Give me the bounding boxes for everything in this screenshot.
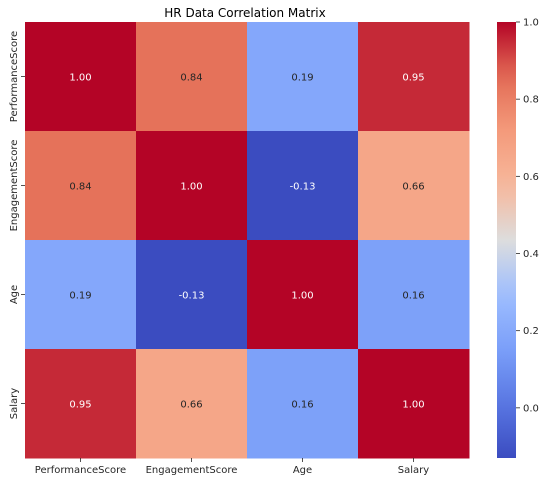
- x-axis: PerformanceScore EngagementScore Age Salary: [35, 458, 429, 476]
- heatmap-cells: [25, 22, 470, 459]
- colorbar-tick-label: 0.6: [523, 172, 539, 183]
- heatmap-cell: [136, 349, 248, 459]
- y-tick-label: PerformanceScore: [9, 31, 20, 122]
- heatmap-cell: [25, 240, 137, 350]
- cell-value-label: 1.00: [69, 73, 91, 84]
- cell-value-label: 0.95: [402, 73, 424, 84]
- y-tick-label: Age: [9, 285, 20, 304]
- y-axis: PerformanceScore EngagementScore Age Salary: [9, 31, 25, 419]
- colorbar-tick-label: 1.0: [523, 18, 539, 29]
- cell-value-label: 0.84: [69, 182, 91, 193]
- cell-value-label: 0.95: [69, 400, 91, 411]
- heatmap-cell: [247, 240, 359, 350]
- cell-value-label: 1.00: [402, 400, 424, 411]
- cell-value-label: 1.00: [180, 182, 202, 193]
- heatmap-annotations: 1.00 0.84 0.19 0.95 0.84 1.00 -0.13 0.66 0.19 -0.…: [69, 73, 424, 411]
- cell-value-label: 0.66: [402, 182, 424, 193]
- heatmap-cell: [25, 131, 137, 241]
- cell-value-label: 0.19: [291, 73, 313, 84]
- colorbar-tick-label: 0.4: [523, 249, 539, 260]
- cell-value-label: -0.13: [179, 291, 205, 302]
- cell-value-label: -0.13: [290, 182, 316, 193]
- heatmap-cell: [136, 240, 248, 350]
- cell-value-label: 0.84: [180, 73, 202, 84]
- x-tick-label: PerformanceScore: [35, 465, 126, 476]
- x-tick-label: EngagementScore: [146, 465, 238, 476]
- heatmap-cell: [358, 22, 470, 132]
- cell-value-label: 1.00: [291, 291, 313, 302]
- x-tick-label: Salary: [398, 465, 429, 476]
- x-tick-label: Age: [293, 465, 312, 476]
- heatmap-cell: [358, 240, 470, 350]
- y-tick-label: EngagementScore: [9, 140, 20, 232]
- cell-value-label: 0.16: [291, 400, 313, 411]
- heatmap-cell: [358, 131, 470, 241]
- colorbar-tick-label: 0.8: [523, 95, 539, 106]
- heatmap-cell: [247, 22, 359, 132]
- colorbar: 0.0 0.2 0.4 0.6 0.8 1.0: [497, 18, 539, 458]
- colorbar-tick-label: 0.0: [523, 403, 539, 414]
- heatmap-cell: [136, 131, 248, 241]
- cell-value-label: 0.19: [69, 291, 91, 302]
- heatmap-cell: [25, 22, 137, 132]
- chart-title: HR Data Correlation Matrix: [164, 6, 325, 20]
- y-tick-label: Salary: [9, 388, 20, 419]
- colorbar-tick-label: 0.2: [523, 326, 539, 337]
- heatmap-cell: [25, 349, 137, 459]
- cell-value-label: 0.66: [180, 400, 202, 411]
- colorbar-gradient: [497, 22, 516, 458]
- heatmap-cell: [136, 22, 248, 132]
- heatmap-cell: [247, 349, 359, 459]
- heatmap-cell: [247, 131, 359, 241]
- cell-value-label: 0.16: [402, 291, 424, 302]
- heatmap-cell: [358, 349, 470, 459]
